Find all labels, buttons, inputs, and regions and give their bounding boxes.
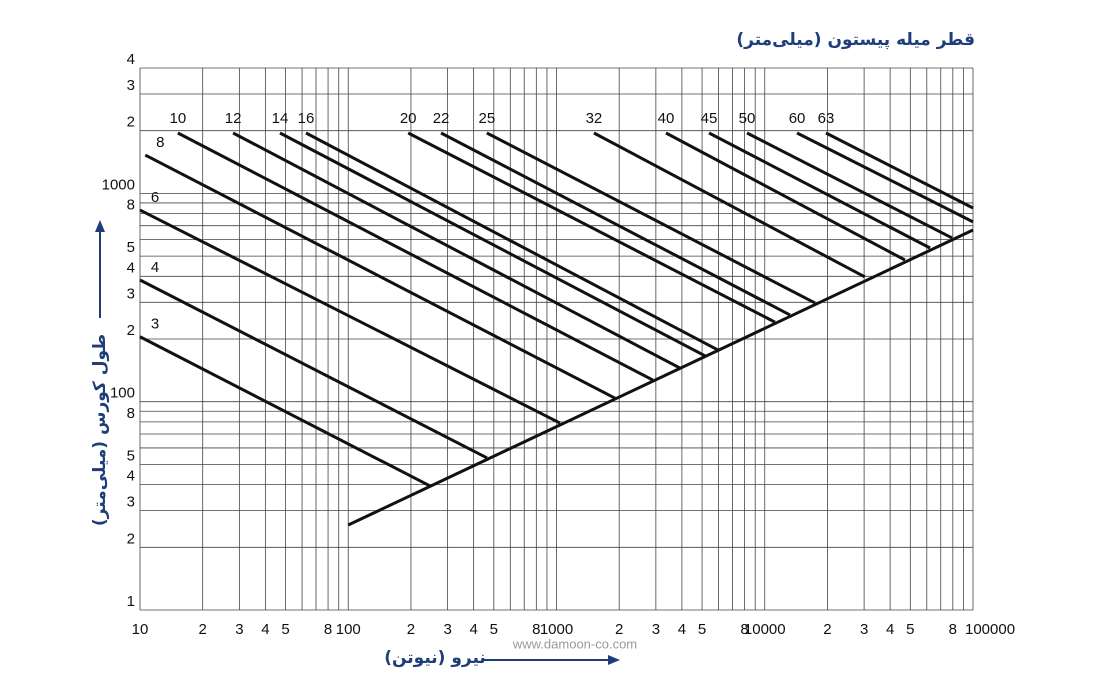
rod-label: 6: [151, 189, 159, 206]
y-tick-label: 1000: [102, 176, 135, 193]
rod-line: [440, 131, 791, 317]
x-tick-label: 1000: [540, 621, 573, 638]
x-tick-label: 3: [652, 621, 660, 638]
rod-line: [279, 131, 706, 358]
rod-label: 22: [433, 110, 450, 127]
rod-line: [407, 131, 776, 324]
watermark: www.damoon-co.com: [512, 636, 637, 651]
x-tick-label: 5: [698, 621, 706, 638]
x-tick-label: 3: [443, 621, 451, 638]
rod-line: [796, 131, 974, 224]
rod-label: 45: [701, 110, 718, 127]
chart-title: قطر میله پیستون (میلی‌متر): [736, 30, 975, 50]
rod-label: 32: [586, 110, 603, 127]
rod-label: 63: [818, 110, 835, 127]
x-tick-label: 3: [235, 621, 243, 638]
rod-label: 40: [658, 110, 675, 127]
x-tick-label: 8: [532, 621, 540, 638]
x-tick-label: 2: [823, 621, 831, 638]
rod-label: 10: [170, 110, 187, 127]
x-tick-label: 5: [490, 621, 498, 638]
y-tick-label: 3: [127, 285, 135, 302]
rod-line: [746, 131, 953, 240]
rod-line: [144, 153, 616, 400]
y-tick-label: 4: [127, 51, 135, 68]
y-tick-label: 5: [127, 447, 135, 464]
rod-line: [139, 278, 488, 460]
rod-label: 4: [151, 259, 159, 276]
rod-label: 20: [400, 110, 417, 127]
rod-line: [708, 131, 931, 250]
rod-label: 12: [225, 110, 242, 127]
y-arrow: [95, 220, 105, 318]
rod-line: [825, 131, 974, 210]
x-tick-label: 5: [281, 621, 289, 638]
x-tick-label: 8: [949, 621, 957, 638]
y-tick-label: 2: [127, 530, 135, 547]
y-axis-label: طول کورس (میلی‌متر): [90, 334, 110, 526]
rod-label: 25: [479, 110, 496, 127]
x-tick-label: 10000: [744, 621, 786, 638]
rod-line: [305, 131, 719, 352]
y-tick-label: 2: [127, 322, 135, 339]
rod-line: [486, 131, 816, 305]
rod-line: [139, 335, 431, 488]
rod-line: [177, 131, 654, 382]
rod-label: 16: [298, 110, 315, 127]
x-tick-label: 5: [906, 621, 914, 638]
x-tick-label: 100000: [965, 621, 1015, 638]
y-tick-label: 3: [127, 494, 135, 511]
x-tick-label: 4: [469, 621, 477, 638]
rod-line: [665, 131, 906, 262]
y-tick-label: 1: [127, 593, 135, 610]
rod-label: 50: [739, 110, 756, 127]
rod-line: [232, 131, 681, 370]
x-tick-label: 8: [324, 621, 332, 638]
rod-line: [593, 131, 866, 279]
rod-line: [139, 208, 561, 425]
x-tick-label: 2: [407, 621, 415, 638]
rod-label: 3: [151, 316, 159, 333]
rod-label: 14: [272, 110, 289, 127]
x-tick-label: 2: [615, 621, 623, 638]
y-tick-label: 100: [110, 385, 135, 402]
x-tick-label: 2: [199, 621, 207, 638]
x-tick-label: 4: [886, 621, 894, 638]
y-tick-label: 2: [127, 114, 135, 131]
x-arrow: [482, 655, 620, 665]
y-tick-label: 4: [127, 259, 135, 276]
y-tick-label: 8: [127, 405, 135, 422]
x-tick-label: 3: [860, 621, 868, 638]
y-tick-label: 4: [127, 468, 135, 485]
x-axis-label: نیرو (نیوتن): [384, 648, 486, 668]
x-tick-label: 8: [740, 621, 748, 638]
y-tick-label: 8: [127, 197, 135, 214]
x-tick-label: 100: [336, 621, 361, 638]
x-tick-label: 4: [678, 621, 686, 638]
base-line: [347, 228, 974, 527]
y-tick-label: 3: [127, 77, 135, 94]
y-tick-label: 5: [127, 239, 135, 256]
rod-label: 60: [789, 110, 806, 127]
x-tick-label: 10: [132, 621, 149, 638]
rod-label: 8: [156, 134, 164, 151]
x-tick-label: 4: [261, 621, 269, 638]
